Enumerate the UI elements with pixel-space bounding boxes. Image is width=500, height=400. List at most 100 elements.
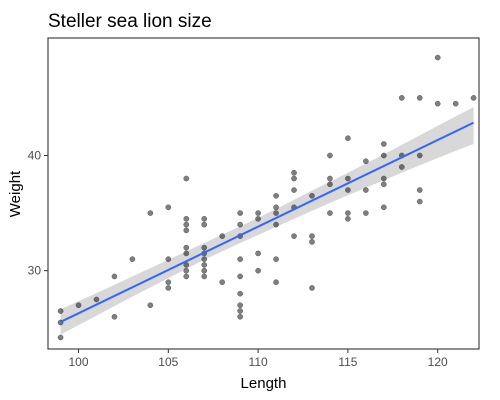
data-point xyxy=(416,95,423,101)
data-point xyxy=(201,267,208,274)
data-point xyxy=(380,181,387,188)
data-point xyxy=(273,192,279,199)
data-point xyxy=(237,302,243,309)
x-tick-label: 100 xyxy=(69,355,89,369)
data-point xyxy=(345,215,351,222)
data-point xyxy=(147,210,154,216)
data-point xyxy=(255,267,261,274)
data-point xyxy=(201,244,208,251)
points-layer xyxy=(57,54,477,341)
data-point xyxy=(237,210,243,216)
x-tick-label: 105 xyxy=(158,355,178,369)
data-point xyxy=(291,187,297,193)
data-point xyxy=(255,250,261,257)
data-point xyxy=(255,210,261,216)
data-point xyxy=(291,169,297,176)
data-point xyxy=(363,158,369,165)
data-point xyxy=(416,198,423,205)
data-point xyxy=(129,256,136,263)
data-point xyxy=(237,221,243,228)
data-point xyxy=(183,273,190,280)
data-point xyxy=(237,273,243,280)
data-point xyxy=(57,308,64,314)
confidence-band-layer xyxy=(60,107,474,335)
data-point xyxy=(398,95,405,101)
data-point xyxy=(309,239,315,245)
data-point xyxy=(345,210,351,216)
data-point xyxy=(434,54,441,61)
data-point xyxy=(273,210,279,216)
data-point xyxy=(201,256,208,263)
x-tick-label: 115 xyxy=(338,355,357,369)
chart-title: Steller sea lion size xyxy=(48,11,212,32)
data-point xyxy=(327,175,333,182)
y-tick-label: 40 xyxy=(28,148,42,162)
data-point xyxy=(165,204,172,211)
data-point xyxy=(237,256,243,263)
data-point xyxy=(273,256,279,263)
data-point xyxy=(165,285,172,291)
x-axis-title: Length xyxy=(241,375,287,392)
data-point xyxy=(363,187,369,193)
data-point xyxy=(380,175,387,182)
data-point xyxy=(237,308,243,314)
data-point xyxy=(201,273,208,280)
data-point xyxy=(75,302,82,309)
data-point xyxy=(309,233,315,239)
data-point xyxy=(345,187,351,193)
trend-line xyxy=(60,121,475,323)
data-point xyxy=(291,233,297,239)
data-point xyxy=(201,215,208,222)
data-point xyxy=(183,227,190,234)
y-tick-label: 30 xyxy=(28,264,42,278)
data-point xyxy=(147,302,154,309)
data-point xyxy=(309,285,315,291)
data-point xyxy=(165,279,172,286)
data-point xyxy=(165,256,172,263)
data-point xyxy=(363,210,369,216)
data-point xyxy=(380,141,387,147)
data-point xyxy=(201,262,208,268)
data-point xyxy=(273,279,279,286)
confidence-band xyxy=(60,107,474,335)
data-point xyxy=(416,152,423,159)
data-point xyxy=(183,175,190,182)
data-point xyxy=(255,215,261,222)
data-point xyxy=(327,210,333,216)
data-point xyxy=(309,192,315,199)
data-point xyxy=(273,221,279,228)
data-point xyxy=(327,152,333,159)
x-tick-label: 110 xyxy=(249,355,268,369)
data-point xyxy=(183,244,190,251)
data-point xyxy=(57,334,64,341)
data-point xyxy=(219,233,226,239)
data-point xyxy=(219,279,226,286)
data-point xyxy=(183,221,190,228)
plot-panel-border xyxy=(47,37,480,350)
data-point xyxy=(416,187,423,193)
data-point xyxy=(398,164,405,170)
data-point xyxy=(183,267,190,274)
data-point xyxy=(345,135,351,142)
data-point xyxy=(183,250,190,257)
data-point xyxy=(111,313,118,320)
data-point xyxy=(380,152,387,159)
data-point xyxy=(111,273,118,280)
data-point xyxy=(345,175,351,182)
data-point xyxy=(452,100,459,107)
data-point xyxy=(380,204,387,211)
y-axis-ticks: 30 40 xyxy=(28,148,48,278)
data-point xyxy=(434,100,441,107)
data-point xyxy=(183,215,190,222)
x-axis-ticks: 100 105 110 115 120 xyxy=(69,349,448,369)
data-point xyxy=(470,95,477,101)
data-point xyxy=(93,296,100,303)
y-axis-title: Weight xyxy=(7,170,24,217)
data-point xyxy=(273,204,279,211)
trend-line-layer xyxy=(60,121,475,323)
data-point xyxy=(237,290,243,297)
data-point xyxy=(291,175,297,182)
data-point xyxy=(327,181,333,188)
data-point xyxy=(237,313,243,320)
